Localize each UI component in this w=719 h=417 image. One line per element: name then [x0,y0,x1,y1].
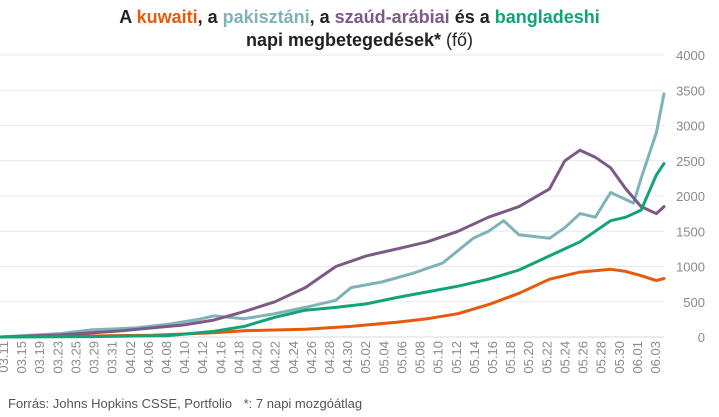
x-tick-label: 05.06 [394,341,409,374]
x-tick-label: 04.06 [141,341,156,374]
x-tick-label: 05.16 [485,341,500,374]
y-tick-label: 4000 [676,48,705,63]
x-tick-label: 04.24 [286,341,301,374]
x-tick-label: 05.24 [557,341,572,374]
title-saudi: szaúd-arábiai [334,7,450,27]
x-tick-label: 05.28 [594,341,609,374]
x-tick-label: 04.28 [322,341,337,374]
y-tick-label: 1500 [676,224,705,239]
x-tick-label: 04.22 [268,341,283,374]
x-tick-label: 05.14 [467,341,482,374]
title-sep-3: és a [449,7,495,27]
title-sep-2: , a [309,7,335,27]
x-tick-label: 03.23 [50,341,65,374]
x-tick-label: 03.31 [105,341,120,374]
title-sep-1: , a [197,7,223,27]
x-tick-label: 05.26 [576,341,591,374]
x-tick-label: 04.08 [159,341,174,374]
title-bangladesh: bangladeshi [494,7,600,27]
source-note: Forrás: Johns Hopkins CSSE, Portfolio [8,396,232,411]
y-tick-label: 0 [698,330,705,345]
x-tick-label: 05.30 [612,341,627,374]
series-line-4 [0,162,666,339]
y-tick-label: 2500 [676,154,705,169]
x-tick-label: 04.20 [250,341,265,374]
chart-footer: Forrás: Johns Hopkins CSSE, Portfolio *:… [8,396,370,411]
x-tick-label: 05.22 [539,341,554,374]
x-tick-label: 03.11 [0,341,11,373]
x-tick-label: 05.10 [431,341,446,374]
x-tick-label: 06.03 [648,341,663,374]
x-tick-label: 04.02 [123,341,138,374]
title-line-2-bold: napi megbetegedések* [245,30,442,50]
series-line-2 [0,92,666,339]
y-tick-label: 3500 [676,83,705,98]
x-tick-label: 04.30 [340,341,355,374]
x-tick-label: 06.01 [630,341,645,374]
y-tick-label: 500 [683,295,705,310]
x-tick-label: 05.04 [376,341,391,374]
x-tick-label: 04.26 [304,341,319,374]
moving-average-note: *: 7 napi mozgóátlag [243,396,363,411]
y-tick-label: 3000 [676,119,705,134]
title-pakistan: pakisztáni [222,7,310,27]
x-tick-label: 05.08 [413,341,428,374]
title-unit: (fő) [441,30,474,50]
x-tick-label: 04.12 [195,341,210,374]
x-tick-label: 04.16 [213,341,228,374]
series-line-3 [0,148,666,339]
title-kuwait: kuwaiti [136,7,198,27]
x-tick-label: 05.12 [449,341,464,374]
x-tick-label: 05.02 [358,341,373,374]
title-line-2: napi megbetegedések* (fő) [0,29,719,52]
series-line-1 [0,267,666,339]
y-tick-label: 2000 [676,189,705,204]
x-tick-label: 03.29 [87,341,102,374]
y-tick-label: 1000 [676,260,705,275]
chart-title: A kuwaiti, a pakisztáni, a szaúd-arábiai… [0,6,719,52]
x-tick-label: 05.18 [503,341,518,374]
x-tick-label: 04.18 [231,341,246,374]
title-line-1: A kuwaiti, a pakisztáni, a szaúd-arábiai… [0,6,719,29]
x-tick-label: 05.20 [521,341,536,374]
title-prefix: A [119,7,137,27]
x-tick-label: 03.19 [32,341,47,374]
x-tick-label: 04.10 [177,341,192,374]
x-tick-label: 03.15 [14,341,29,374]
x-tick-label: 03.25 [68,341,83,374]
